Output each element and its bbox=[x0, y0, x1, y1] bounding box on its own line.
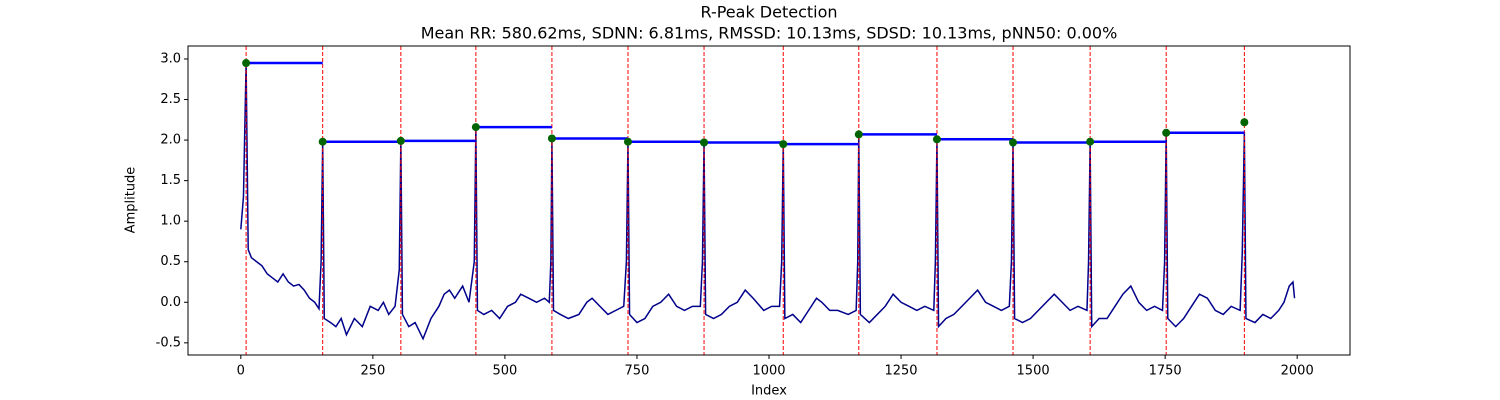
chart-title: R-Peak Detection bbox=[700, 3, 837, 22]
x-tick-label: 2000 bbox=[1281, 364, 1314, 379]
peak-point bbox=[1086, 137, 1095, 146]
peak-point bbox=[1162, 128, 1171, 137]
peak-point bbox=[471, 123, 480, 132]
y-axis-label: Amplitude bbox=[124, 167, 139, 234]
x-tick-label: 750 bbox=[625, 364, 650, 379]
peak-point bbox=[700, 138, 709, 147]
peak-point bbox=[396, 136, 405, 145]
peak-point bbox=[547, 134, 556, 143]
x-tick-label: 1000 bbox=[752, 364, 785, 379]
peak-point bbox=[318, 137, 327, 146]
plot-frame bbox=[187, 45, 1351, 356]
peak-point bbox=[779, 140, 788, 149]
chart-subtitle: Mean RR: 580.62ms, SDNN: 6.81ms, RMSSD: … bbox=[421, 24, 1118, 43]
x-tick-label: 1750 bbox=[1149, 364, 1182, 379]
y-tick-label: 1.0 bbox=[160, 214, 181, 229]
y-tick-label: 2.0 bbox=[160, 133, 181, 148]
peak-point bbox=[623, 137, 632, 146]
peak-point bbox=[1240, 118, 1249, 127]
y-tick-label: 0.5 bbox=[160, 254, 181, 269]
peak-point bbox=[854, 130, 863, 139]
peak-point bbox=[242, 59, 251, 68]
signal-line bbox=[240, 63, 1296, 341]
y-tick-label: 0.0 bbox=[160, 295, 181, 310]
x-tick-label: 250 bbox=[360, 364, 385, 379]
x-tick-label: 1250 bbox=[884, 364, 917, 379]
peak-point bbox=[1009, 138, 1018, 147]
y-tick-label: 3.0 bbox=[160, 51, 181, 66]
y-tick-label: 1.5 bbox=[160, 173, 181, 188]
x-tick-label: 500 bbox=[492, 364, 517, 379]
x-tick-label: 1500 bbox=[1017, 364, 1050, 379]
y-tick-label: -0.5 bbox=[156, 335, 181, 350]
peak-point bbox=[932, 135, 941, 144]
x-axis-label: Index bbox=[751, 384, 787, 399]
x-tick-label: 0 bbox=[237, 364, 245, 379]
y-tick-label: 2.5 bbox=[160, 92, 181, 107]
